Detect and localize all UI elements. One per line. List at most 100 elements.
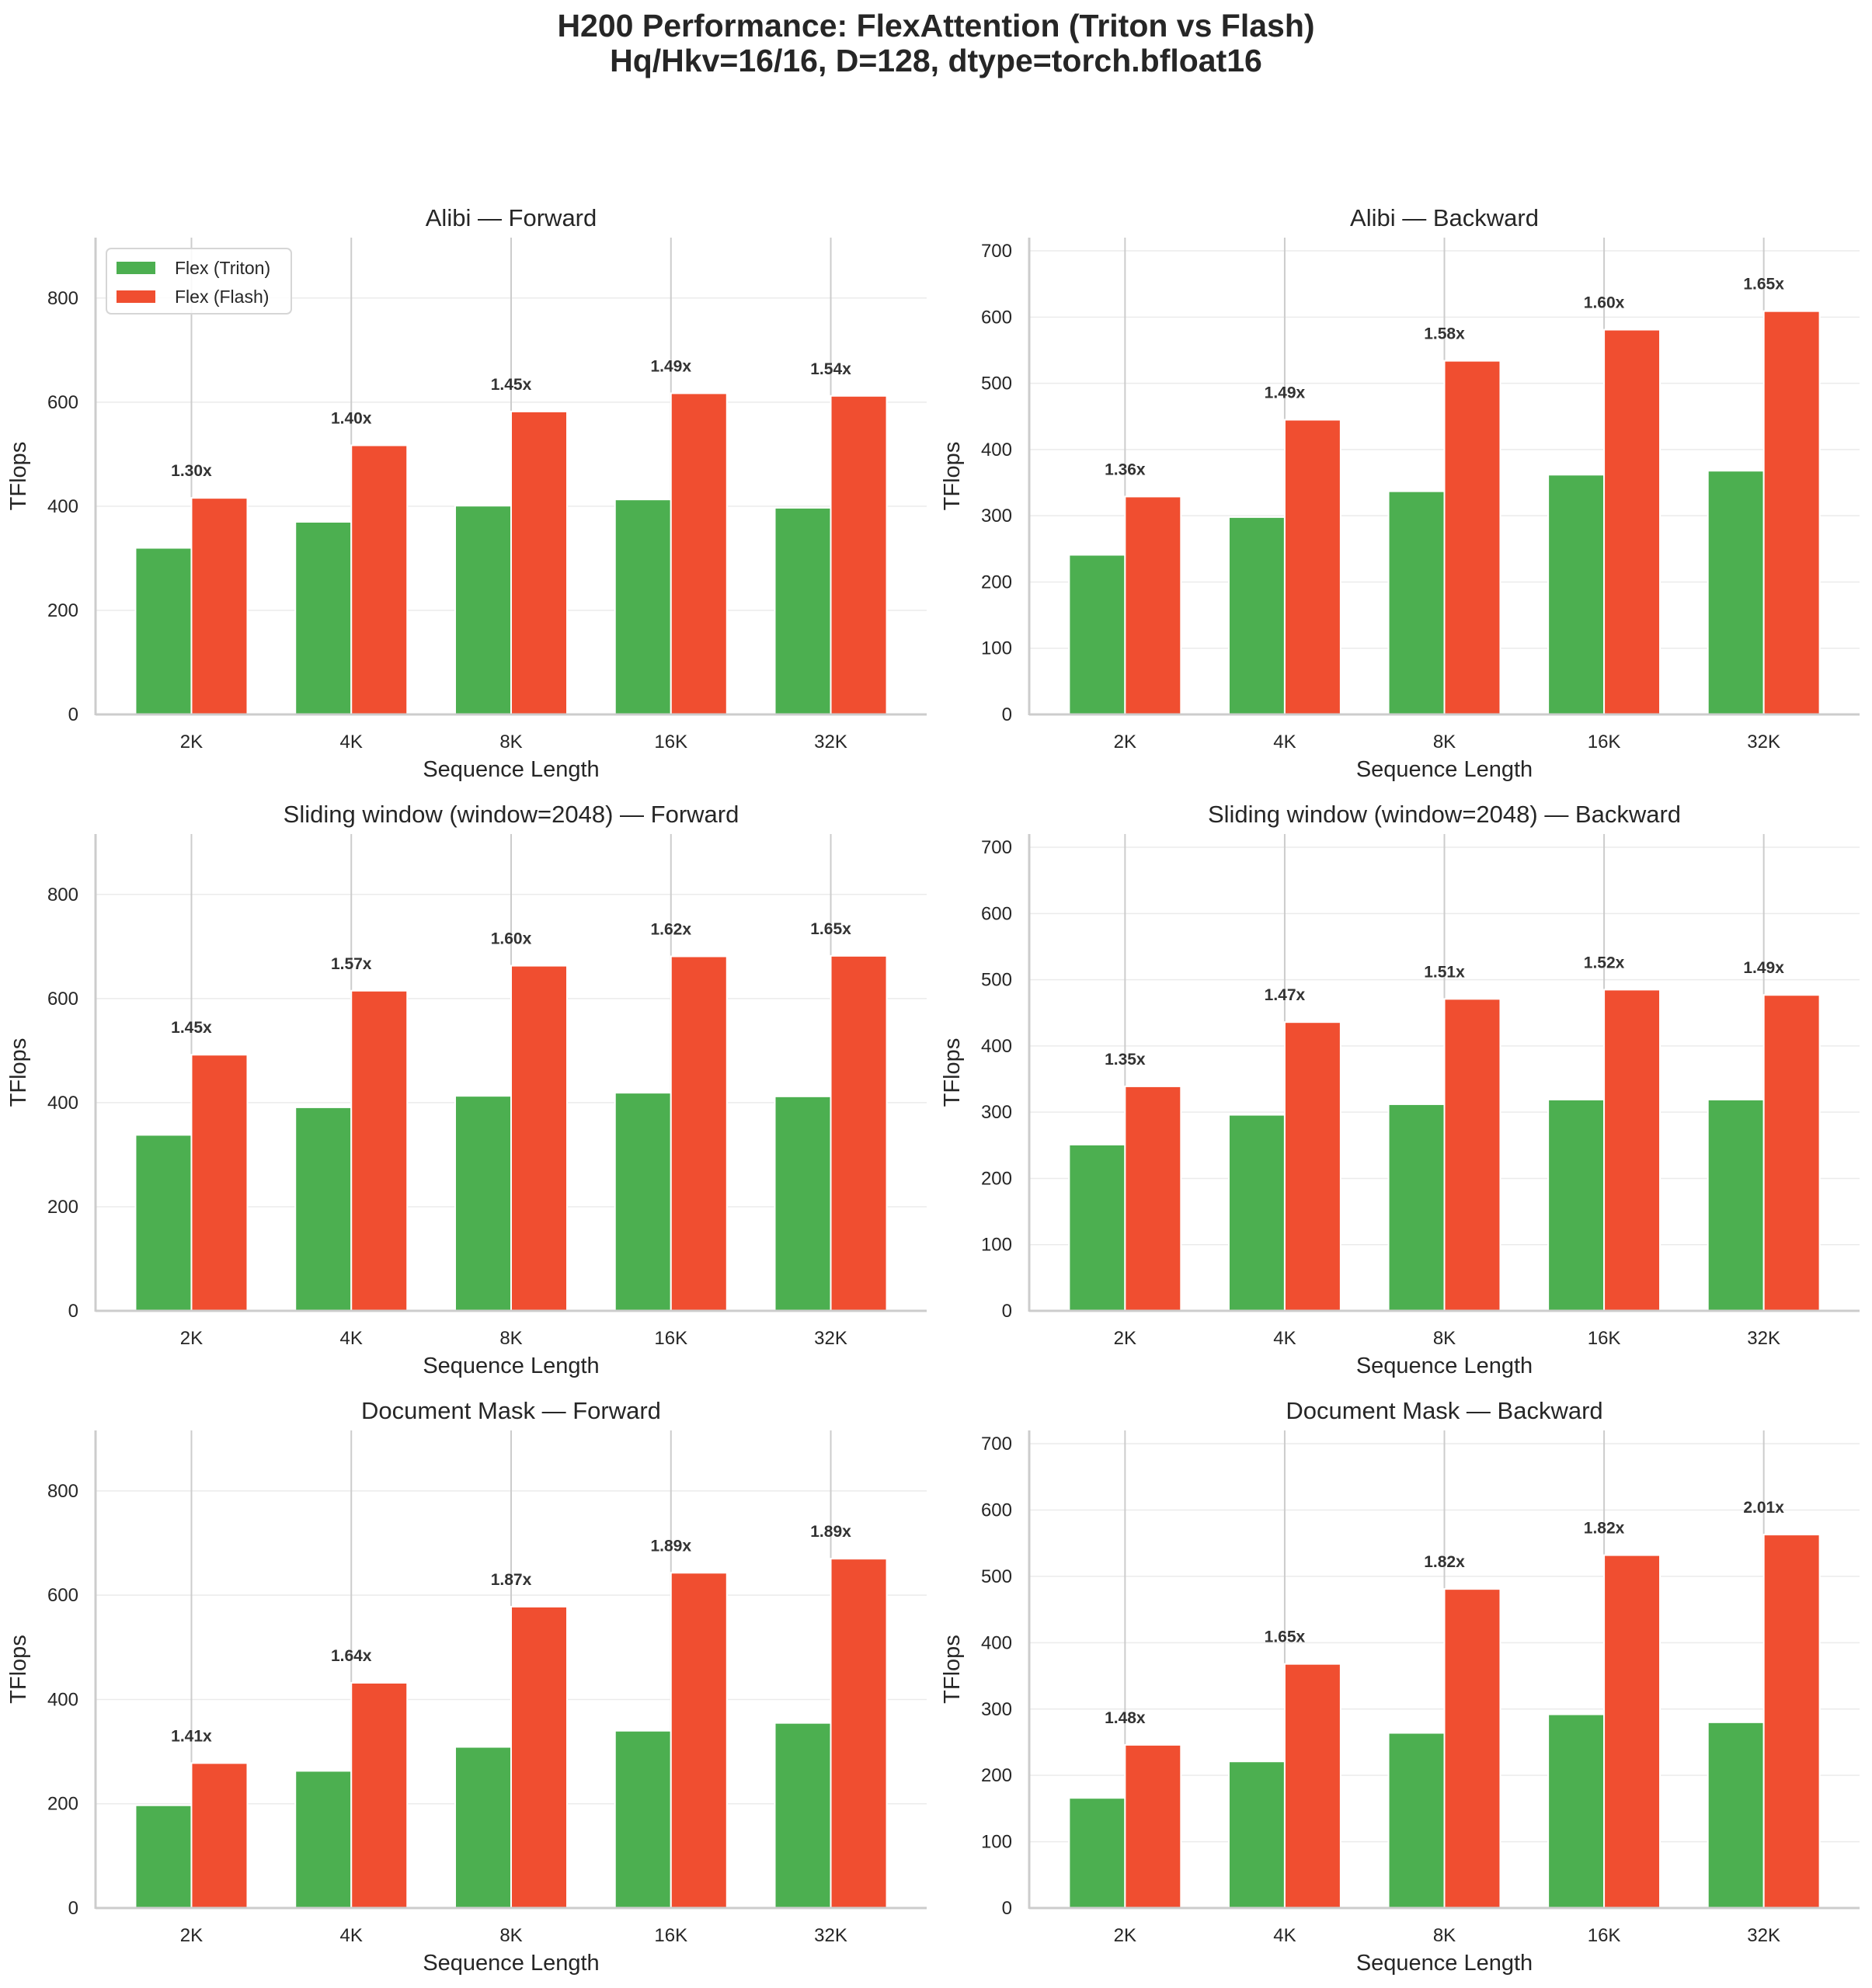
y-tick-label: 500	[981, 374, 1012, 394]
speedup-label: 1.54x	[810, 360, 851, 378]
subplot-5: 1.41x 1.64x 1.87x 1.89x 1.89x 0 200 400 600 800 2K…	[6, 1397, 927, 1976]
x-tick-label: 16K	[1588, 1925, 1621, 1946]
x-tick-label: 8K	[1433, 732, 1456, 752]
subplot-4: 1.35x 1.47x 1.51x 1.52x 1.49x 0 100 200 300 400 50…	[940, 801, 1860, 1378]
speedup-label: 1.45x	[491, 376, 532, 394]
speedup-label: 1.57x	[331, 955, 372, 973]
y-tick-label: 400	[981, 1036, 1012, 1057]
x-axis-label: Sequence Length	[423, 1951, 599, 1976]
y-tick-label: 100	[981, 1832, 1012, 1853]
x-axis-label: Sequence Length	[423, 757, 599, 782]
bar-flash-4k	[1283, 419, 1341, 716]
x-tick-label: 8K	[1433, 1328, 1456, 1349]
bar-flash-8k	[1443, 360, 1501, 715]
speedup-label: 1.35x	[1105, 1051, 1146, 1069]
x-tick-label: 4K	[1273, 732, 1296, 752]
speedup-label: 2.01x	[1743, 1499, 1784, 1517]
x-tick-label: 16K	[654, 732, 687, 752]
x-tick-label: 16K	[1588, 1328, 1621, 1349]
bar-flash-2k	[190, 497, 249, 715]
y-axis-label: TFlops	[6, 1038, 31, 1107]
x-tick-label: 4K	[1273, 1925, 1296, 1946]
bar-flash-16k	[670, 1572, 728, 1910]
subplot-title: Document Mask — Forward	[361, 1397, 661, 1424]
subplot-grid: 1.30x 1.40x 1.45x 1.49x 1.54x 0 200 400 600 800 2K…	[6, 204, 1860, 1976]
speedup-label: 1.49x	[650, 357, 691, 375]
x-tick-label: 32K	[1747, 1925, 1780, 1946]
speedup-label: 1.45x	[171, 1019, 212, 1037]
bar-triton-32k	[774, 506, 832, 716]
bar-triton-16k	[614, 499, 672, 715]
x-tick-label: 4K	[340, 732, 363, 752]
y-tick-label: 300	[981, 1102, 1012, 1123]
x-tick-label: 2K	[1114, 732, 1136, 752]
bar-triton-8k	[1387, 490, 1446, 715]
x-tick-label: 8K	[499, 1925, 522, 1946]
bar-flash-4k	[1283, 1021, 1341, 1312]
bar-triton-4k	[1227, 1760, 1286, 1910]
x-axis-label: Sequence Length	[1356, 757, 1533, 782]
bar-triton-2k	[1068, 1797, 1126, 1909]
speedup-label: 1.40x	[331, 409, 372, 427]
x-tick-label: 32K	[814, 1925, 847, 1946]
bar-triton-16k	[1547, 474, 1606, 715]
speedup-label: 1.65x	[810, 920, 851, 938]
bar-flash-4k	[1283, 1663, 1341, 1910]
bar-flash-16k	[1603, 328, 1661, 715]
subplot-2: 1.36x 1.49x 1.58x 1.60x 1.65x 0 100 200 300 400 50…	[940, 204, 1860, 782]
y-tick-label: 400	[981, 440, 1012, 461]
y-tick-label: 700	[981, 1434, 1012, 1455]
y-axis-label: TFlops	[940, 442, 965, 511]
subplot-title: Alibi — Forward	[426, 204, 597, 231]
bar-flash-16k	[670, 955, 728, 1312]
bar-flash-32k	[830, 954, 888, 1312]
legend-label: Flex (Flash)	[175, 287, 269, 307]
legend-swatch-triton	[117, 262, 155, 274]
y-tick-label: 100	[981, 638, 1012, 659]
legend-label: Flex (Triton)	[175, 258, 270, 278]
bar-triton-8k	[454, 1746, 513, 1910]
bar-triton-2k	[1068, 554, 1126, 715]
legend: Flex (Triton) Flex (Flash)	[106, 248, 292, 315]
x-axis-label: Sequence Length	[1356, 1951, 1533, 1976]
bar-flash-32k	[1762, 1534, 1821, 1909]
x-tick-label: 2K	[180, 1328, 203, 1349]
y-tick-label: 400	[47, 1093, 78, 1114]
speedup-label: 1.51x	[1424, 963, 1465, 981]
y-tick-label: 600	[981, 1500, 1012, 1521]
x-tick-label: 8K	[499, 732, 522, 752]
speedup-label: 1.62x	[650, 921, 691, 939]
y-tick-label: 800	[47, 885, 78, 905]
speedup-label: 1.82x	[1584, 1520, 1625, 1538]
y-axis-label: TFlops	[6, 1635, 31, 1704]
bar-triton-4k	[294, 1106, 353, 1312]
bar-flash-2k	[190, 1762, 249, 1910]
subplot-6: 1.48x 1.65x 1.82x 1.82x 2.01x 0 100 200 300 400 50…	[940, 1397, 1860, 1976]
y-axis-label: TFlops	[6, 442, 31, 511]
bar-triton-32k	[1707, 1721, 1765, 1909]
speedup-label: 1.82x	[1424, 1553, 1465, 1571]
bar-triton-16k	[1547, 1713, 1606, 1909]
bar-flash-16k	[1603, 1554, 1661, 1910]
subplot-3: 1.45x 1.57x 1.60x 1.62x 1.65x 0 200 400 600 800 2K…	[6, 801, 927, 1378]
speedup-label: 1.60x	[1584, 294, 1625, 312]
bar-triton-32k	[1707, 1098, 1765, 1312]
speedup-label: 1.52x	[1584, 954, 1625, 971]
y-tick-label: 0	[68, 704, 78, 725]
y-tick-label: 0	[1002, 704, 1012, 725]
bar-flash-2k	[1124, 495, 1182, 715]
y-tick-label: 200	[47, 1197, 78, 1218]
y-tick-label: 0	[1002, 1301, 1012, 1322]
bar-triton-32k	[1707, 470, 1765, 716]
bar-flash-32k	[1762, 994, 1821, 1312]
speedup-label: 1.65x	[1265, 1628, 1306, 1646]
y-tick-label: 0	[68, 1301, 78, 1322]
y-tick-label: 300	[981, 506, 1012, 527]
x-tick-label: 32K	[814, 732, 847, 752]
bar-triton-2k	[134, 547, 193, 716]
speedup-label: 1.48x	[1105, 1709, 1146, 1727]
bar-triton-8k	[1387, 1103, 1446, 1312]
legend-swatch-flash	[117, 290, 155, 303]
